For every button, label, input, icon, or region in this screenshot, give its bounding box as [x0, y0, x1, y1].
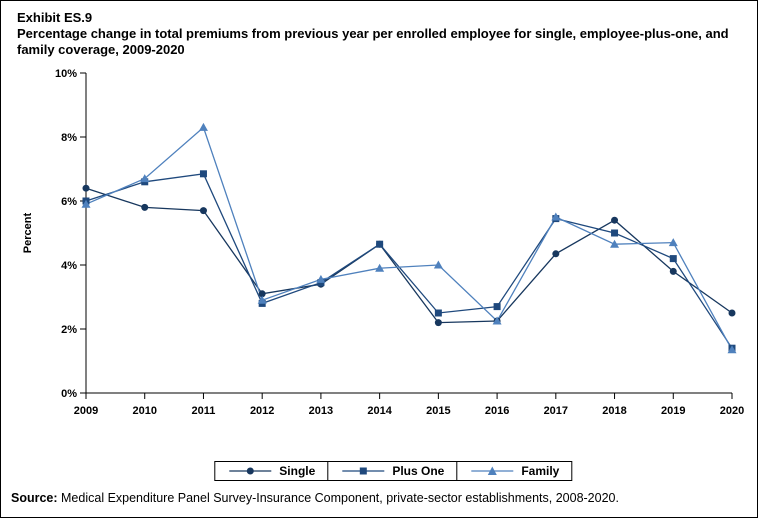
legend-item-family: Family — [456, 462, 571, 480]
svg-text:2013: 2013 — [309, 405, 333, 417]
legend-marker-single-icon — [229, 467, 272, 475]
legend-marker-family-icon — [471, 466, 514, 475]
svg-text:2011: 2011 — [192, 405, 216, 417]
svg-text:2%: 2% — [61, 324, 77, 336]
source-label: Source: — [11, 491, 58, 505]
svg-text:8%: 8% — [61, 132, 77, 144]
svg-text:2010: 2010 — [132, 405, 156, 417]
legend: Single Plus One Family — [214, 461, 573, 481]
legend-label-plus-one: Plus One — [392, 464, 445, 478]
legend-item-single: Single — [215, 462, 327, 480]
legend-label-family: Family — [521, 464, 560, 478]
svg-text:2018: 2018 — [602, 405, 626, 417]
source-note: Source: Medical Expenditure Panel Survey… — [11, 491, 619, 505]
svg-text:Percent: Percent — [22, 212, 34, 253]
svg-text:2019: 2019 — [661, 405, 685, 417]
svg-text:2020: 2020 — [720, 405, 744, 417]
svg-text:2012: 2012 — [250, 405, 274, 417]
legend-label-single: Single — [279, 464, 316, 478]
svg-text:10%: 10% — [55, 68, 77, 80]
svg-text:2015: 2015 — [426, 405, 450, 417]
svg-text:6%: 6% — [61, 196, 77, 208]
svg-text:2009: 2009 — [74, 405, 98, 417]
source-text: Medical Expenditure Panel Survey-Insuran… — [57, 491, 619, 505]
chart-header: Exhibit ES.9 Percentage change in total … — [17, 9, 733, 58]
svg-text:2017: 2017 — [544, 405, 568, 417]
svg-text:2016: 2016 — [485, 405, 509, 417]
legend-marker-plus-one-icon — [342, 467, 385, 475]
legend-item-plus-one: Plus One — [327, 462, 456, 480]
svg-text:4%: 4% — [61, 260, 77, 272]
chart-svg: 0% 2% 4% 6% 8% 10% 2009 2010 2011 2012 2013 2014 201… — [22, 68, 744, 417]
chart-title: Percentage change in total premiums from… — [17, 26, 729, 57]
exhibit-label: Exhibit ES.9 — [17, 10, 93, 25]
svg-text:2014: 2014 — [367, 405, 392, 417]
svg-text:0%: 0% — [61, 388, 77, 400]
